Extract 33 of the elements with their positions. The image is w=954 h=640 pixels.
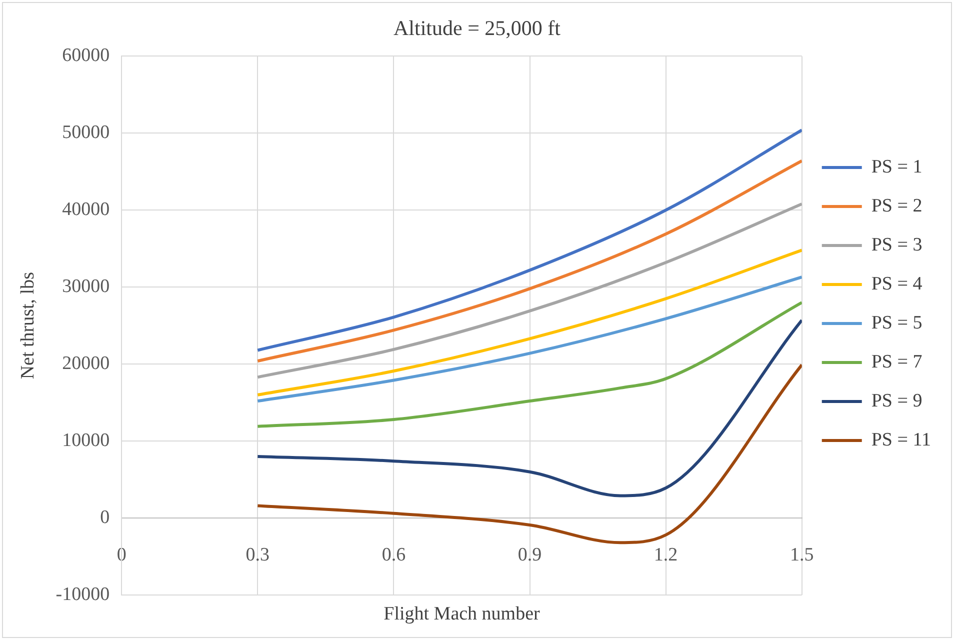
x-tick-label: 0.6 xyxy=(382,544,406,566)
legend-label: PS = 9 xyxy=(871,390,922,412)
line-series xyxy=(256,128,802,352)
legend-label: PS = 4 xyxy=(871,273,923,294)
y-tick-label: 0 xyxy=(100,507,110,528)
y-tick-label: 40000 xyxy=(62,199,110,220)
x-tick-label: 1.2 xyxy=(654,544,678,566)
legend-label: PS = 11 xyxy=(871,429,932,450)
y-tick-label: 30000 xyxy=(62,276,110,298)
line-series xyxy=(256,159,802,363)
x-tick-label: 0 xyxy=(116,544,126,566)
y-tick-label: 50000 xyxy=(62,122,110,144)
y-tick-label: 20000 xyxy=(62,353,110,374)
line-series xyxy=(256,248,802,396)
x-axis-title: Flight Mach number xyxy=(384,603,541,624)
x-tick-label: 0.9 xyxy=(518,544,542,566)
x-tick-label: 1.5 xyxy=(790,544,814,566)
x-tick-label: 0.3 xyxy=(246,544,270,566)
line-series xyxy=(256,318,802,498)
y-tick-label: 60000 xyxy=(62,45,110,66)
line-series xyxy=(256,276,802,403)
legend-label: PS = 3 xyxy=(871,234,922,256)
chart-title: Altitude = 25,000 ft xyxy=(394,16,561,40)
line-series xyxy=(256,301,802,428)
legend-label: PS = 7 xyxy=(871,351,922,372)
line-series xyxy=(256,363,802,544)
y-tick-label: 10000 xyxy=(62,430,110,452)
legend-label: PS = 1 xyxy=(871,156,922,178)
legend-label: PS = 2 xyxy=(871,195,922,216)
line-series xyxy=(256,202,802,379)
legend-label: PS = 5 xyxy=(871,312,922,334)
y-tick-label: -10000 xyxy=(56,584,110,605)
y-axis-title: Net thrust, lbs xyxy=(17,272,38,380)
